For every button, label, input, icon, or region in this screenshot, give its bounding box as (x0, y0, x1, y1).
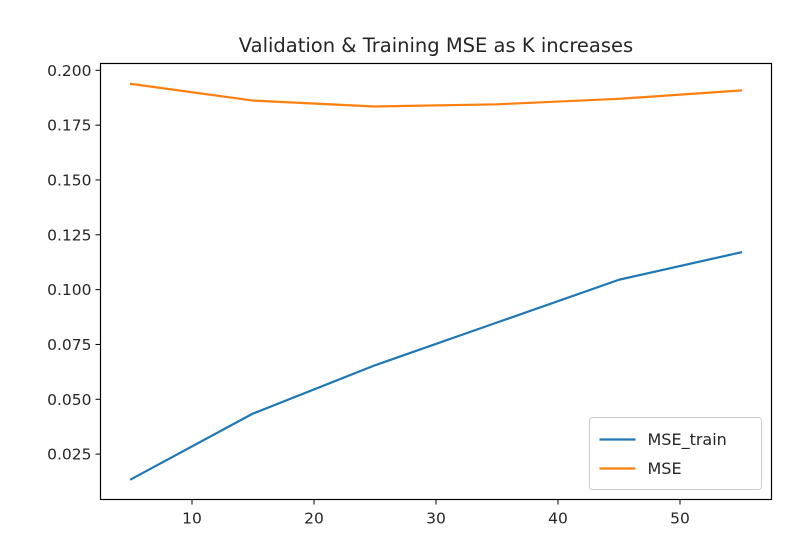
x-tick-label: 50 (670, 510, 690, 528)
x-tick-label: 30 (426, 510, 446, 528)
y-tick-label: 0.050 (47, 391, 91, 409)
series-lines (129, 82, 743, 481)
x-tick-label: 40 (548, 510, 568, 528)
y-tick-label: 0.150 (47, 171, 91, 189)
legend: MSE_train MSE (589, 417, 762, 490)
legend-label: MSE_train (648, 430, 727, 450)
plot-area-frame (99, 62, 773, 501)
x-tick-label: 20 (304, 510, 324, 528)
legend-box (589, 417, 762, 490)
y-tick-label: 0.175 (47, 117, 91, 135)
y-tick-label: 0.100 (47, 281, 91, 299)
y-tick-label: 0.075 (47, 336, 91, 354)
legend-label: MSE (648, 459, 682, 478)
y-tick-label: 0.025 (47, 446, 91, 464)
series-line-mse (129, 82, 743, 108)
chart-title: Validation & Training MSE as K increases (239, 34, 633, 57)
y-axis: 0.025 0.050 0.075 0.100 0.125 0.150 0.175 0.200 (47, 62, 101, 464)
series-line-mse-train (129, 251, 743, 481)
x-axis: 10 20 30 40 50 (182, 499, 690, 528)
y-tick-label: 0.200 (47, 62, 91, 80)
y-tick-label: 0.125 (47, 226, 91, 244)
x-tick-label: 10 (182, 510, 202, 528)
